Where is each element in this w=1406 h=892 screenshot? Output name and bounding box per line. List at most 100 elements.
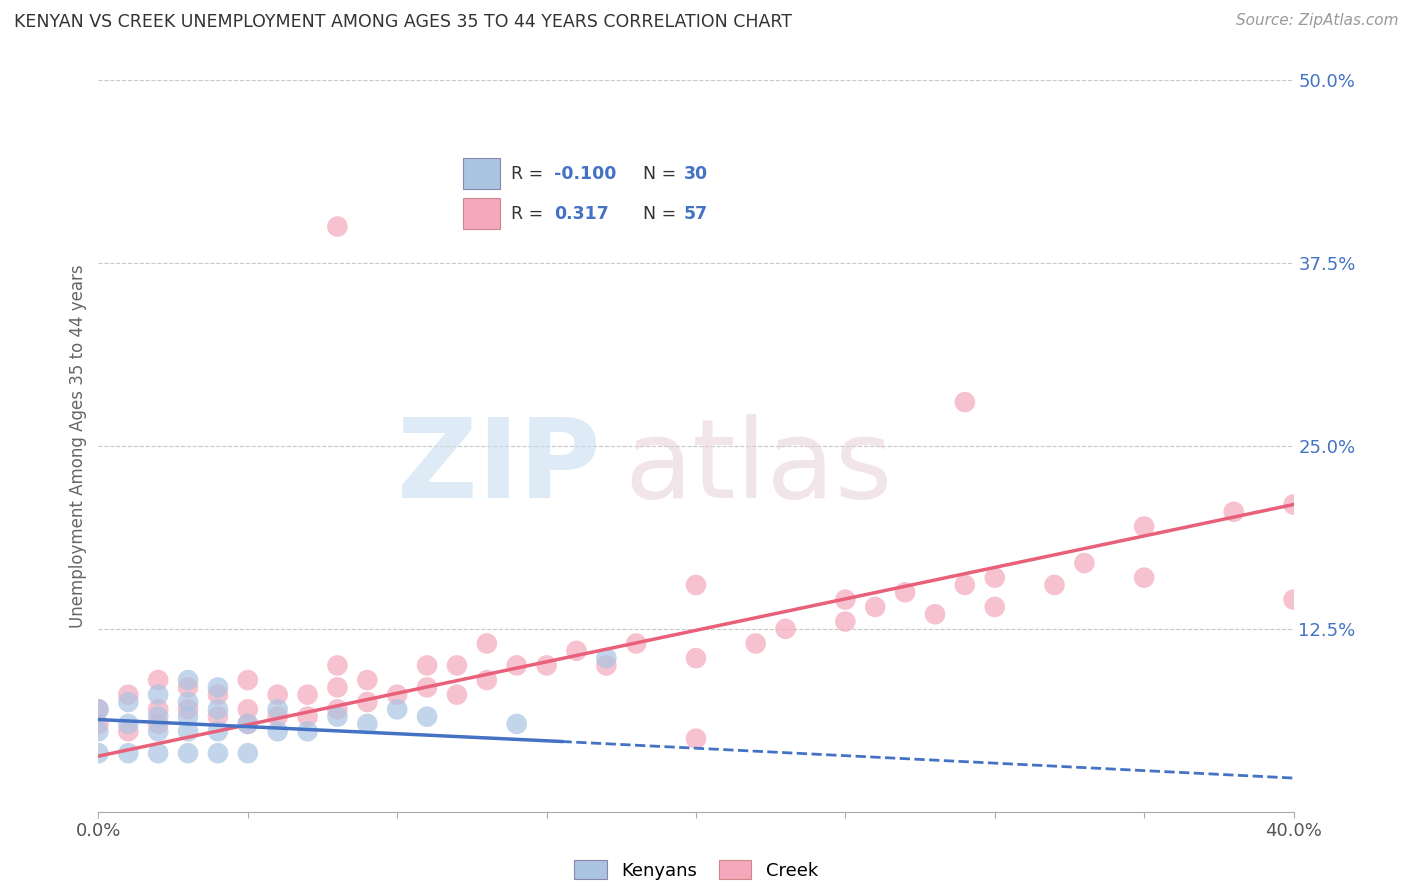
- Point: [685, 731, 707, 746]
- Point: [117, 717, 139, 731]
- Point: [385, 688, 409, 702]
- Point: [148, 717, 170, 731]
- Point: [236, 717, 259, 731]
- Point: [148, 673, 170, 687]
- Point: [745, 636, 768, 650]
- Point: [117, 695, 139, 709]
- Point: [1073, 556, 1095, 570]
- Point: [177, 681, 200, 695]
- Point: [506, 717, 529, 731]
- Point: [356, 673, 378, 687]
- Point: [416, 681, 439, 695]
- Point: [207, 746, 229, 760]
- Y-axis label: Unemployment Among Ages 35 to 44 years: Unemployment Among Ages 35 to 44 years: [69, 264, 87, 628]
- Point: [177, 673, 200, 687]
- Bar: [463, 159, 501, 189]
- Point: [416, 658, 439, 673]
- Point: [506, 658, 529, 673]
- Text: -0.100: -0.100: [554, 165, 617, 183]
- Point: [148, 746, 170, 760]
- Point: [148, 724, 170, 739]
- Point: [356, 695, 378, 709]
- Point: [148, 688, 170, 702]
- Point: [207, 681, 229, 695]
- Point: [236, 746, 259, 760]
- Point: [446, 688, 468, 702]
- Point: [236, 717, 259, 731]
- Point: [834, 592, 856, 607]
- Point: [207, 702, 229, 716]
- Text: 0.317: 0.317: [554, 204, 609, 223]
- Point: [475, 673, 498, 687]
- Point: [267, 688, 290, 702]
- Point: [87, 702, 110, 716]
- Point: [87, 717, 110, 731]
- Point: [177, 746, 200, 760]
- Point: [207, 709, 229, 723]
- Point: [267, 702, 290, 716]
- Point: [385, 702, 409, 716]
- Point: [297, 709, 319, 723]
- Point: [297, 724, 319, 739]
- Point: [267, 724, 290, 739]
- Point: [236, 673, 259, 687]
- Point: [87, 702, 110, 716]
- Point: [177, 709, 200, 723]
- Point: [177, 695, 200, 709]
- Point: [326, 219, 349, 234]
- Point: [536, 658, 558, 673]
- Point: [983, 571, 1005, 585]
- Point: [117, 724, 139, 739]
- Text: KENYAN VS CREEK UNEMPLOYMENT AMONG AGES 35 TO 44 YEARS CORRELATION CHART: KENYAN VS CREEK UNEMPLOYMENT AMONG AGES …: [14, 13, 792, 31]
- Point: [865, 599, 887, 614]
- Point: [148, 709, 170, 723]
- Text: ZIP: ZIP: [396, 415, 600, 522]
- Point: [326, 658, 349, 673]
- Point: [685, 578, 707, 592]
- Legend: Kenyans, Creek: Kenyans, Creek: [567, 853, 825, 887]
- Point: [924, 607, 946, 622]
- Point: [475, 636, 498, 650]
- Text: N =: N =: [644, 165, 682, 183]
- Point: [297, 688, 319, 702]
- Text: atlas: atlas: [624, 415, 893, 522]
- Point: [1282, 498, 1305, 512]
- Point: [595, 651, 617, 665]
- Point: [326, 681, 349, 695]
- Text: R =: R =: [512, 204, 550, 223]
- Text: 57: 57: [683, 204, 707, 223]
- Point: [565, 644, 588, 658]
- Point: [117, 746, 139, 760]
- Point: [983, 599, 1005, 614]
- Text: R =: R =: [512, 165, 550, 183]
- Text: Source: ZipAtlas.com: Source: ZipAtlas.com: [1236, 13, 1399, 29]
- Point: [1282, 592, 1305, 607]
- Point: [834, 615, 856, 629]
- Point: [117, 688, 139, 702]
- Point: [894, 585, 917, 599]
- Point: [624, 636, 647, 650]
- Point: [356, 717, 378, 731]
- Text: 30: 30: [683, 165, 707, 183]
- Point: [267, 709, 290, 723]
- Point: [207, 688, 229, 702]
- Text: N =: N =: [644, 204, 682, 223]
- Point: [326, 702, 349, 716]
- Point: [775, 622, 797, 636]
- Point: [177, 724, 200, 739]
- Point: [1133, 519, 1156, 533]
- Point: [207, 724, 229, 739]
- Point: [595, 658, 617, 673]
- Point: [685, 651, 707, 665]
- Point: [953, 578, 976, 592]
- Point: [87, 746, 110, 760]
- Point: [1133, 571, 1156, 585]
- Point: [87, 724, 110, 739]
- Point: [177, 702, 200, 716]
- Point: [1223, 505, 1246, 519]
- Point: [236, 702, 259, 716]
- Point: [1043, 578, 1066, 592]
- Point: [416, 709, 439, 723]
- Point: [148, 702, 170, 716]
- Point: [326, 709, 349, 723]
